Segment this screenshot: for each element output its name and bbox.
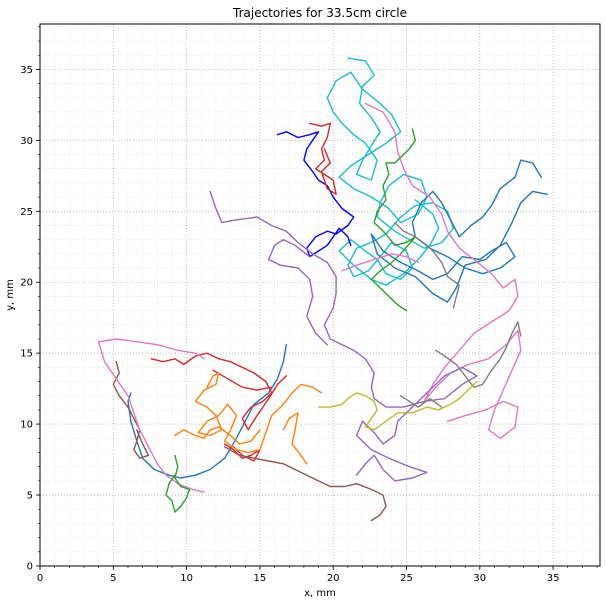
y-tick-label: 30 <box>20 136 33 147</box>
trajectory-line <box>394 221 460 309</box>
trajectory-line <box>317 380 478 431</box>
trajectory-line <box>97 338 205 360</box>
x-tick-label: 30 <box>473 573 486 584</box>
y-tick-label: 0 <box>27 562 33 573</box>
x-tick-label: 0 <box>37 573 43 584</box>
trajectory-line <box>97 341 205 493</box>
x-tick-label: 10 <box>180 573 193 584</box>
trajectory-line <box>212 369 273 391</box>
trajectory-line <box>399 395 443 408</box>
x-tick-label: 5 <box>110 573 116 584</box>
x-tick-label: 35 <box>547 573 560 584</box>
trajectory-line <box>224 446 387 522</box>
y-tick-label: 35 <box>20 65 33 76</box>
chart-title: Trajectories for 33.5cm circle <box>232 6 407 20</box>
trajectory-line <box>341 253 419 272</box>
plot-frame <box>39 23 601 567</box>
trajectory-line <box>268 239 328 346</box>
trajectory-line <box>209 190 478 482</box>
trajectory-line <box>370 128 416 312</box>
y-tick-label: 10 <box>20 420 33 431</box>
trajectory-line <box>370 159 548 303</box>
x-tick-label: 20 <box>327 573 340 584</box>
trajectory-line <box>150 352 287 431</box>
trajectory-line <box>194 372 323 454</box>
trajectory-line <box>282 412 308 465</box>
trajectory-line <box>276 131 355 258</box>
x-tick-label: 15 <box>254 573 267 584</box>
y-tick-label: 5 <box>27 491 33 502</box>
y-axis-label: y, mm <box>5 279 16 311</box>
x-tick-label: 25 <box>400 573 413 584</box>
axis-ticks: 0 5 10 15 20 25 30 35 0 5 10 15 20 25 30 35 <box>20 26 598 584</box>
trajectory-line <box>309 122 337 195</box>
trajectory-line <box>127 344 287 479</box>
y-tick-label: 25 <box>20 207 33 218</box>
plot-area <box>97 57 548 522</box>
trajectory-line <box>364 102 522 439</box>
x-axis-label: x, mm <box>304 588 336 599</box>
y-tick-label: 20 <box>20 278 33 289</box>
trajectory-line <box>165 454 191 513</box>
trajectory-line <box>435 321 522 388</box>
y-tick-label: 15 <box>20 349 33 360</box>
trajectory-line <box>174 426 261 445</box>
grid-lines <box>39 24 600 567</box>
